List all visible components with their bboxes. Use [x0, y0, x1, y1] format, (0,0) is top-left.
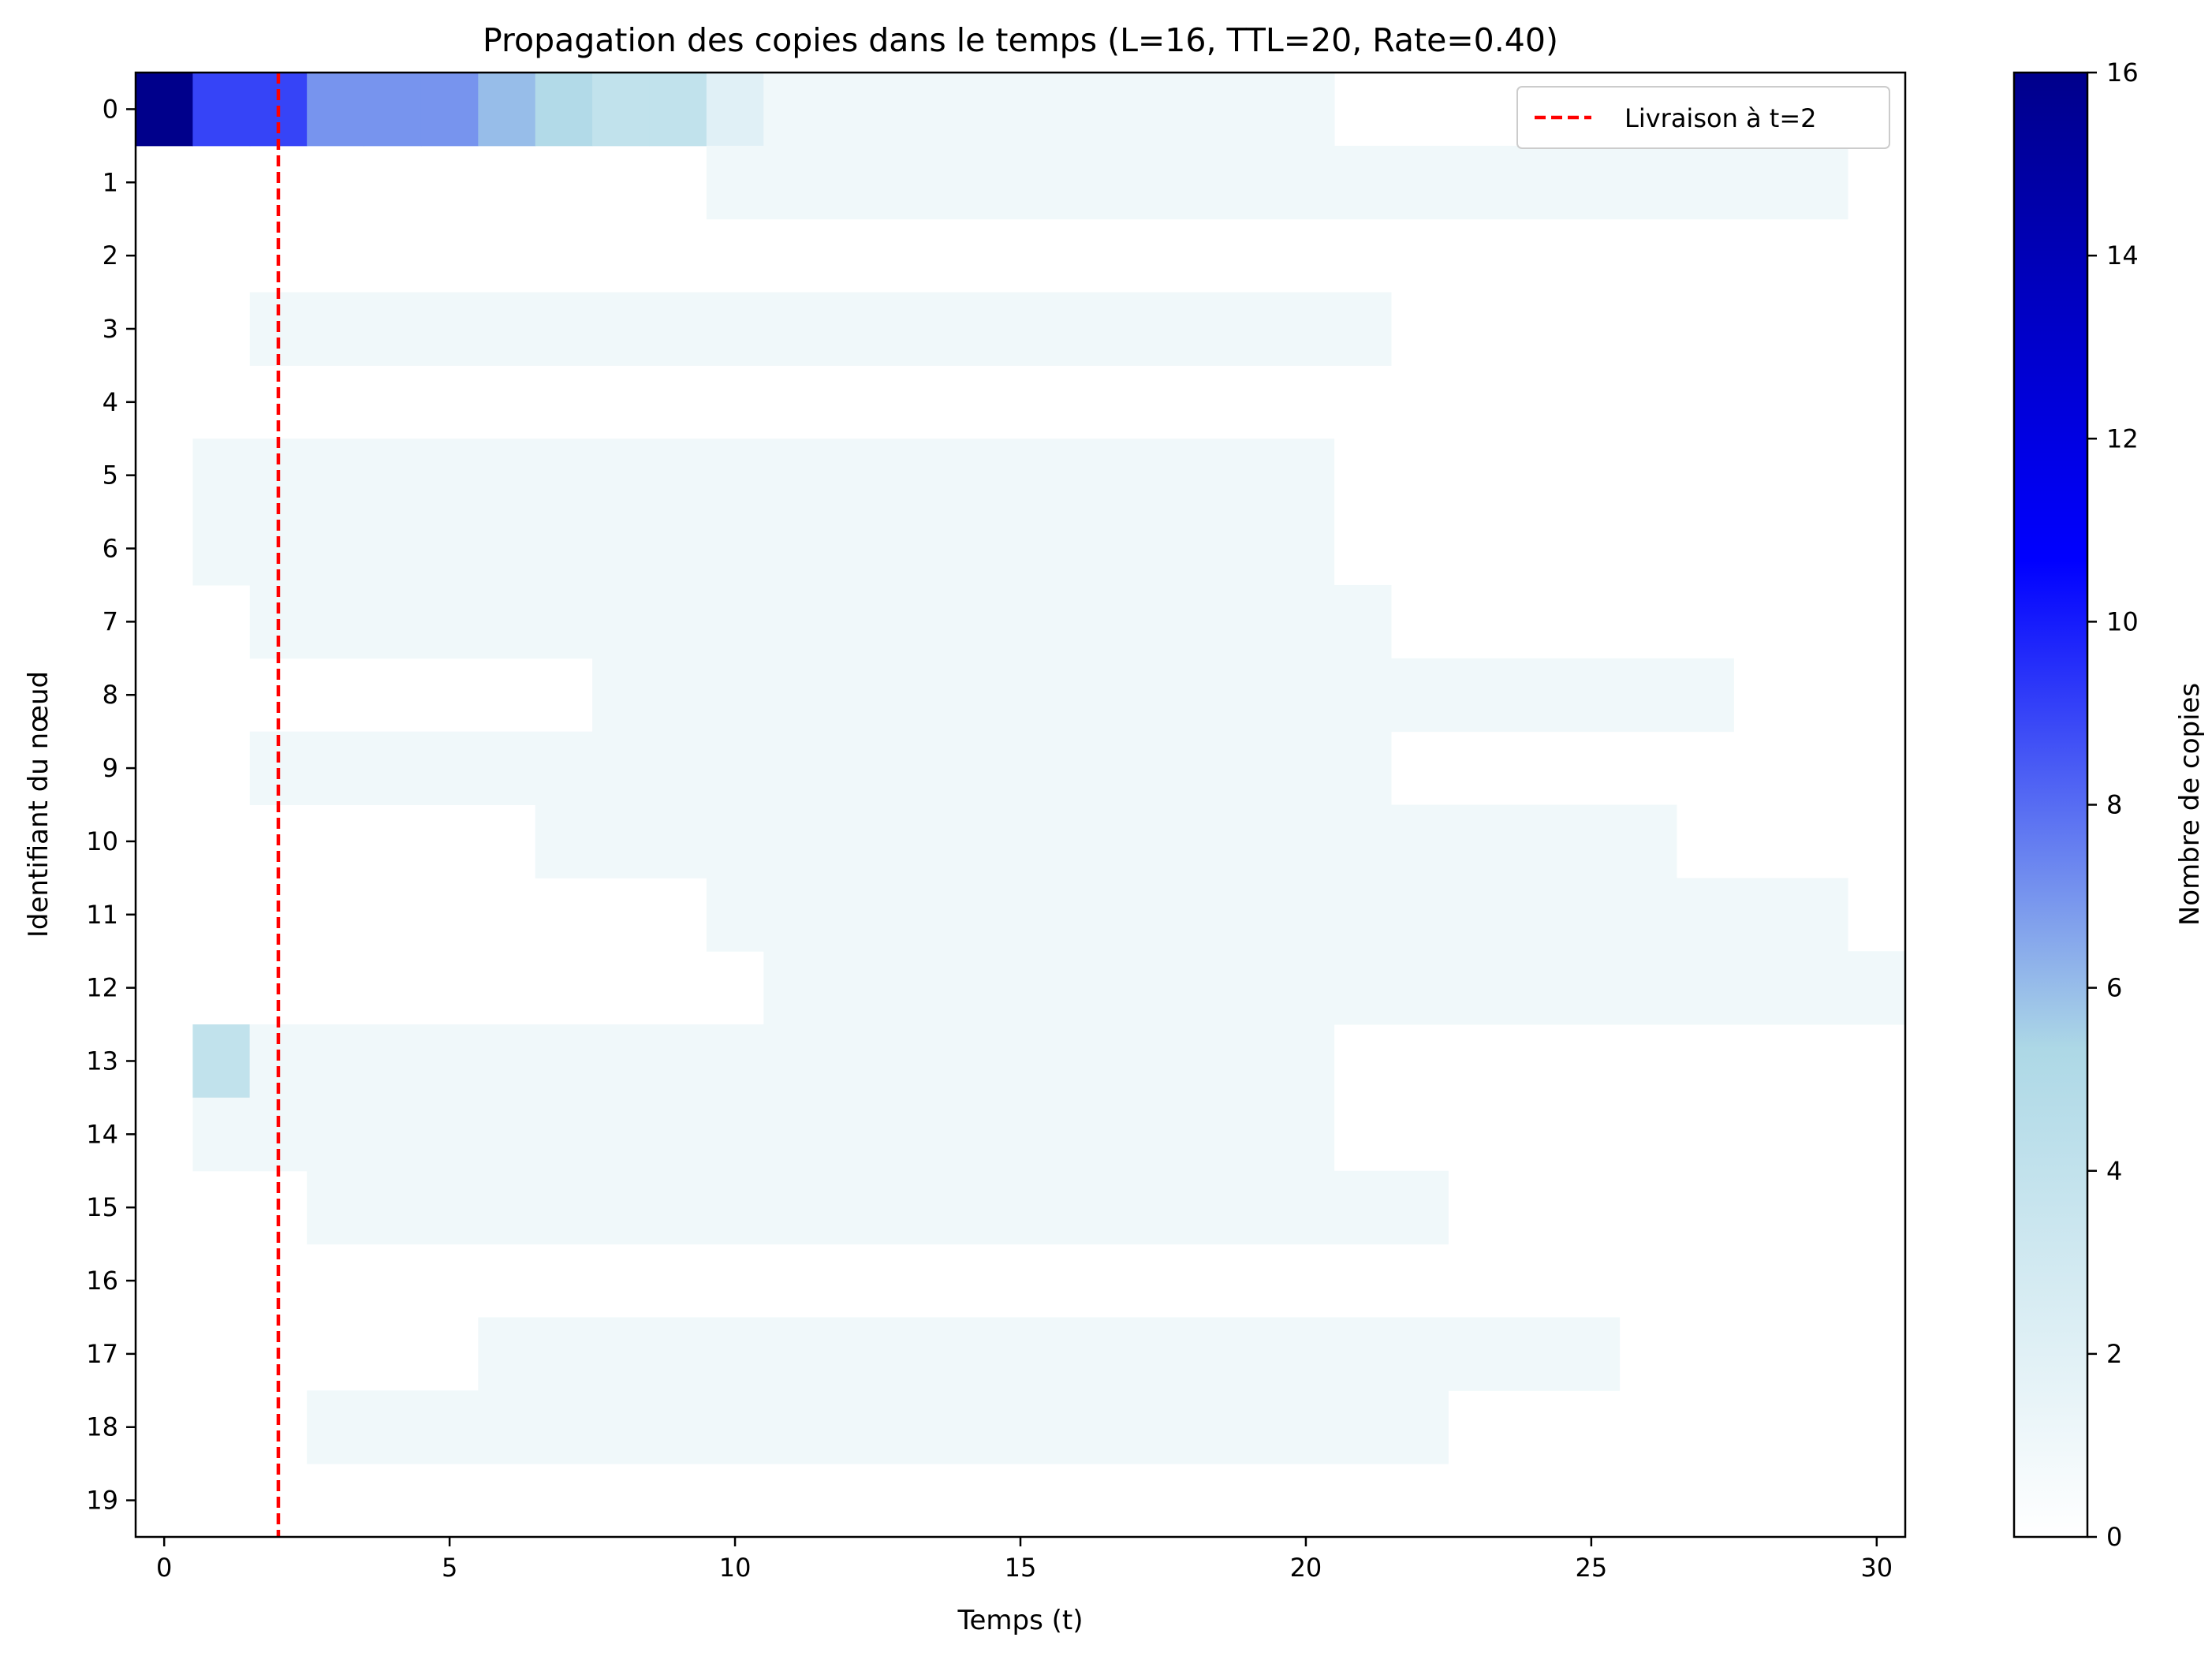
- x-axis-label: Temps (t): [957, 1605, 1084, 1636]
- colorbar-tick-label: 0: [2106, 1522, 2122, 1552]
- y-tick-label: 3: [103, 314, 118, 344]
- legend-label: Livraison à t=2: [1624, 103, 1817, 133]
- x-tick-label: 5: [442, 1553, 457, 1583]
- colorbar-tick-label: 12: [2106, 423, 2139, 453]
- heatmap-cell: [706, 878, 1848, 952]
- colorbar-tick-label: 4: [2106, 1156, 2122, 1186]
- legend-box: [1516, 86, 1890, 149]
- heatmap-cell: [136, 73, 193, 147]
- y-tick-label: 0: [103, 94, 118, 124]
- heatmap-cell: [1049, 73, 1107, 147]
- heatmap-cell: [763, 951, 1905, 1025]
- heatmap-cell: [192, 1024, 250, 1098]
- y-tick-label: 8: [103, 680, 118, 710]
- heatmap-cell: [1106, 73, 1164, 147]
- y-tick-label: 11: [86, 900, 118, 930]
- heatmap-cell: [249, 731, 1392, 805]
- heatmap-cell: [192, 512, 1335, 586]
- heatmap-cell: [535, 804, 1677, 878]
- heatmap-cell: [192, 1097, 1335, 1172]
- heatmap-cell: [878, 73, 935, 147]
- heatmap-cell: [706, 145, 1848, 220]
- y-tick-label: 6: [103, 534, 118, 564]
- colorbar-tick-label: 6: [2106, 973, 2122, 1003]
- heatmap-cells: [136, 73, 1905, 1464]
- heatmap-cell: [1162, 73, 1221, 147]
- heatmap-cell: [649, 73, 707, 147]
- colorbar-tick-label: 8: [2106, 790, 2122, 820]
- y-tick-label: 9: [103, 753, 118, 783]
- colorbar-tick-label: 14: [2106, 241, 2139, 270]
- heatmap-cell: [535, 73, 593, 147]
- x-tick-label: 10: [719, 1553, 752, 1583]
- y-axis-label: Identifiant du nœud: [23, 671, 54, 938]
- heatmap-cell: [249, 1024, 1335, 1098]
- heatmap-cell: [249, 292, 1392, 366]
- heatmap-cell: [420, 73, 479, 147]
- y-tick-label: 14: [86, 1119, 118, 1149]
- legend: Livraison à t=2: [1516, 86, 1890, 149]
- y-tick-label: 2: [103, 241, 118, 270]
- heatmap-cell: [1277, 73, 1335, 147]
- x-tick-label: 20: [1290, 1553, 1322, 1583]
- heatmap-cell: [478, 73, 536, 147]
- y-tick-label: 4: [103, 387, 118, 417]
- y-tick-label: 10: [86, 826, 118, 856]
- y-tick-label: 19: [86, 1486, 118, 1516]
- y-tick-label: 5: [103, 461, 118, 490]
- heatmap-cell: [991, 73, 1050, 147]
- heatmap-cell: [478, 1317, 1621, 1391]
- y-tick-label: 13: [86, 1046, 118, 1076]
- heatmap-cell: [307, 1170, 1449, 1245]
- y-tick-label: 17: [86, 1339, 118, 1369]
- colorbar: [2012, 71, 2089, 1539]
- y-tick-label: 12: [86, 973, 118, 1003]
- colorbar-tick-label: 2: [2106, 1339, 2122, 1369]
- y-tick-label: 7: [103, 606, 118, 636]
- heatmap-cell: [307, 1390, 1449, 1464]
- colorbar-tick-label: 10: [2106, 606, 2139, 636]
- chart-title: Propagation des copies dans le temps (L=…: [483, 21, 1558, 59]
- heatmap-cell: [364, 73, 422, 147]
- y-tick-label: 15: [86, 1192, 118, 1222]
- heatmap-cell: [763, 73, 822, 147]
- y-tick-label: 16: [86, 1266, 118, 1296]
- heatmap-cell: [307, 73, 365, 147]
- y-tick-label: 1: [103, 167, 118, 197]
- x-axis-ticks: 0 5 10 15 20 25 30: [156, 1537, 1893, 1583]
- heatmap-cell: [592, 658, 1734, 733]
- x-tick-label: 25: [1576, 1553, 1608, 1583]
- colorbar-ticks: 0 2 4 6 8 10 12 14 16: [2087, 58, 2139, 1552]
- x-tick-label: 30: [1860, 1553, 1893, 1583]
- heatmap-cell: [934, 73, 993, 147]
- colorbar-tick-label: 16: [2106, 58, 2139, 88]
- colorbar-label: Nombre de copies: [2174, 683, 2206, 926]
- heatmap-cell: [592, 73, 650, 147]
- heatmap-cell: [192, 73, 251, 147]
- x-tick-label: 0: [156, 1553, 172, 1583]
- heatmap-cell: [820, 73, 878, 147]
- y-tick-label: 18: [86, 1412, 118, 1442]
- heatmap-cell: [706, 73, 764, 147]
- heatmap-cell: [192, 438, 1335, 513]
- heatmap-cell: [249, 584, 1392, 659]
- heatmap-cell: [1220, 73, 1278, 147]
- x-tick-label: 15: [1005, 1553, 1037, 1583]
